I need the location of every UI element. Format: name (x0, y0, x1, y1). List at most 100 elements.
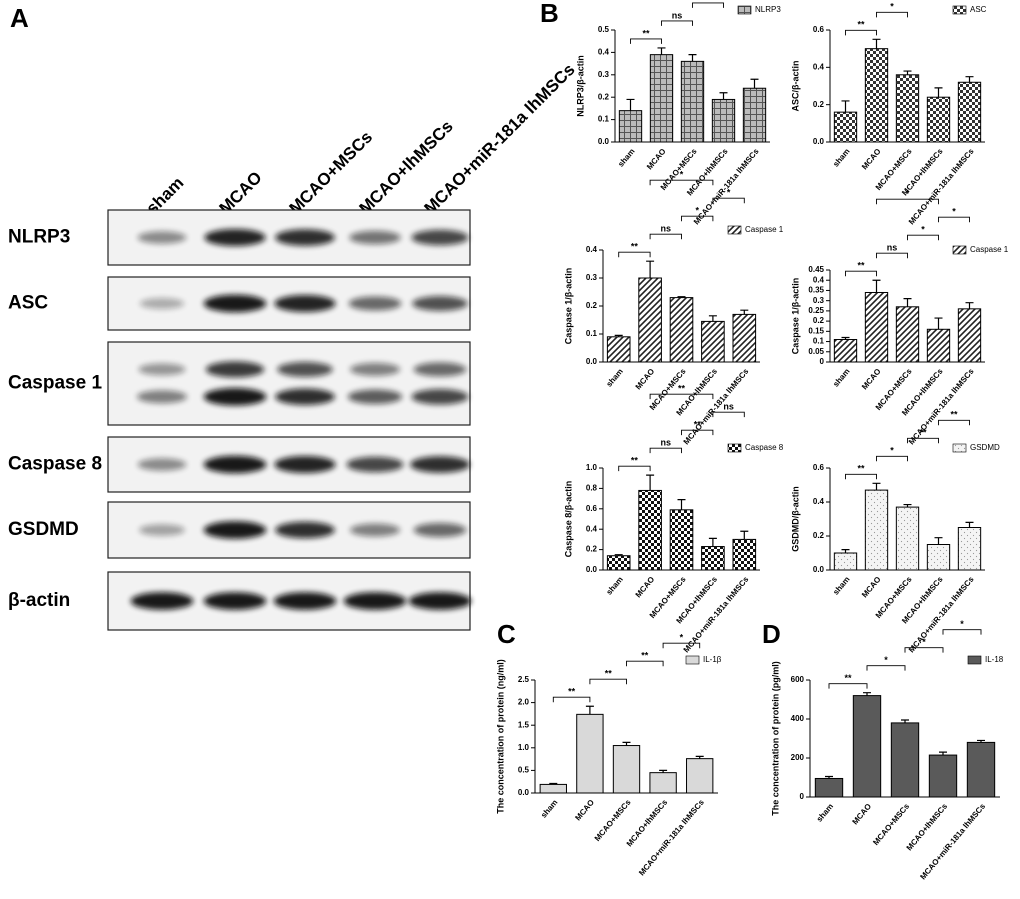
significance-label: * (921, 225, 925, 235)
bar (833, 111, 858, 143)
significance-label: * (727, 188, 731, 198)
x-tick-label: sham (605, 367, 625, 389)
y-tick-label: 0.1 (813, 337, 825, 346)
legend-label: Caspase 1 (970, 245, 1009, 254)
significance-bracket (618, 251, 651, 258)
x-tick-label: MCAO (645, 147, 668, 172)
bar (864, 489, 889, 571)
legend-label: Caspase 1 (745, 225, 784, 234)
bar (701, 546, 725, 571)
bar (606, 336, 631, 363)
x-tick-label: MCAO+miR-181a lhMSCs (682, 366, 751, 446)
bar (926, 328, 951, 363)
significance-label: * (680, 633, 684, 643)
significance-bracket (942, 629, 982, 635)
x-tick-label: MCAO+miR-181a lhMSCs (907, 146, 976, 226)
error-bar (863, 692, 871, 696)
significance-label: * (906, 189, 910, 199)
bar (966, 741, 996, 798)
y-tick-label: 0 (820, 357, 825, 366)
x-tick-label: MCAO+miR-181a lhMSCs (918, 801, 987, 881)
error-bar (614, 334, 623, 337)
y-tick-label: 600 (791, 675, 805, 684)
x-tick-label: sham (831, 147, 851, 169)
error-bar (841, 549, 850, 553)
y-tick-label: 0.4 (586, 245, 598, 254)
significance-label: ** (950, 410, 958, 420)
significance-bracket (938, 216, 970, 223)
error-bar (977, 739, 985, 743)
significance-bracket (662, 642, 701, 649)
x-tick-label: MCAO+miR-181a lhMSCs (682, 574, 751, 654)
legend-label: IL-1β (703, 655, 722, 664)
blot-band (274, 456, 336, 473)
panel-label: A (10, 3, 29, 33)
error-bar (903, 503, 912, 508)
significance-bracket (649, 179, 714, 186)
error-bar (841, 336, 850, 340)
blot-band (350, 523, 400, 537)
bar (638, 277, 662, 363)
significance-bracket (712, 197, 745, 204)
y-tick-label: 0.05 (808, 347, 824, 356)
blot-frame (107, 341, 471, 426)
legend-swatch (727, 225, 742, 235)
significance-bracket (649, 393, 714, 400)
significance-label: ** (857, 464, 865, 474)
blot-band (277, 361, 333, 377)
y-axis-label: Caspase 1/β-actin (563, 268, 573, 345)
bar (680, 60, 705, 143)
x-tick-label: sham (815, 802, 835, 824)
error-bar (903, 70, 912, 75)
x-tick-label: sham (831, 575, 851, 597)
y-tick-label: 2.0 (518, 698, 530, 707)
legend-swatch (952, 443, 967, 453)
bar (833, 339, 858, 363)
blot-band (343, 592, 407, 610)
error-bar (549, 782, 558, 785)
error-bar (614, 554, 623, 556)
y-tick-label: 2.5 (518, 675, 530, 684)
bar (732, 313, 757, 363)
blot-band (138, 363, 186, 376)
error-bar (646, 474, 655, 491)
legend-label: NLRP3 (755, 5, 781, 14)
y-tick-label: 0.4 (598, 48, 610, 57)
significance-label: ** (631, 242, 639, 252)
blot-band (411, 229, 469, 246)
blot-band (203, 521, 267, 539)
error-bar (965, 76, 974, 83)
bar (864, 291, 889, 363)
bar (539, 783, 567, 794)
blot-band (203, 294, 267, 313)
blot-band (347, 389, 403, 405)
blot-band (349, 230, 401, 245)
error-bar (677, 296, 686, 298)
blot-band (137, 390, 187, 404)
y-axis-label: Caspase 8/β-actin (563, 481, 573, 558)
bar (612, 745, 641, 794)
bar (926, 96, 951, 143)
x-tick-label: MCAO (573, 798, 596, 823)
significance-label: * (890, 446, 894, 456)
error-bar (934, 537, 943, 545)
significance-label: * (922, 637, 926, 647)
bar (686, 758, 714, 794)
significance-bracket (866, 665, 906, 671)
panel-label: B (540, 0, 559, 28)
legend-swatch (952, 245, 967, 255)
x-tick-label: MCAO (860, 147, 883, 172)
significance-label: ns (723, 402, 734, 412)
x-tick-label: MCAO+miR-181a lhMSCs (907, 366, 976, 446)
x-tick-label: sham (616, 147, 636, 169)
y-tick-label: 400 (791, 714, 805, 723)
y-tick-label: 0.35 (808, 286, 824, 295)
y-tick-label: 0.4 (813, 497, 825, 506)
legend-label: GSDMD (970, 443, 1000, 452)
significance-bracket (876, 252, 908, 259)
bar (576, 713, 604, 794)
y-tick-label: 0.0 (518, 788, 530, 797)
bar (928, 754, 958, 798)
significance-label: ns (887, 243, 898, 253)
